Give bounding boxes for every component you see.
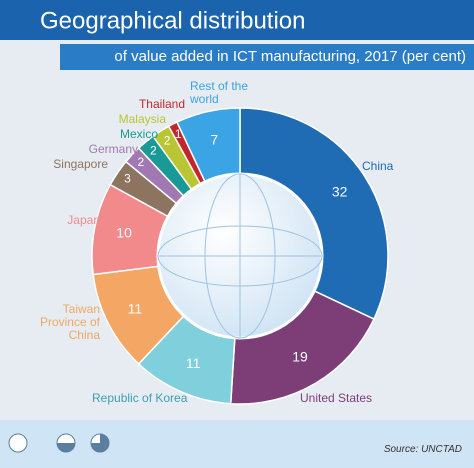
category-label: Republic of Korea xyxy=(92,391,188,405)
value-label: 10 xyxy=(116,225,132,241)
footer-icons xyxy=(8,433,110,453)
value-label: 11 xyxy=(186,355,201,371)
category-label: Japan xyxy=(67,213,100,227)
category-label: Singapore xyxy=(53,157,108,171)
category-label: Taiwan Province of China xyxy=(39,302,100,342)
subtitle-band xyxy=(60,44,474,70)
category-label: Thailand xyxy=(138,97,185,111)
footer-band xyxy=(0,420,474,468)
source: Source: UNCTAD xyxy=(384,444,462,455)
icon xyxy=(91,434,109,452)
icon xyxy=(8,433,28,453)
value-label: 2 xyxy=(150,143,157,157)
value-label: 32 xyxy=(332,183,348,199)
value-label: 19 xyxy=(292,348,308,364)
chart-subtitle: of value added in ICT manufacturing, 201… xyxy=(114,48,466,65)
title-band xyxy=(0,0,474,40)
value-label: 3 xyxy=(124,172,131,186)
value-label: 2 xyxy=(138,155,145,169)
value-label: 11 xyxy=(128,300,143,316)
globe xyxy=(156,172,324,340)
category-label: Mexico xyxy=(119,127,158,141)
chart-title: Geographical distribution xyxy=(40,7,306,34)
category-label: United States xyxy=(300,391,373,405)
category-label: Malaysia xyxy=(118,112,166,126)
category-label: China xyxy=(362,159,394,173)
category-label: Germany xyxy=(88,142,138,156)
value-label: 2 xyxy=(164,133,171,147)
value-label: 7 xyxy=(210,132,218,148)
category-label: Rest of the world xyxy=(190,79,249,106)
value-label: 1 xyxy=(175,127,182,141)
icon xyxy=(57,443,75,452)
